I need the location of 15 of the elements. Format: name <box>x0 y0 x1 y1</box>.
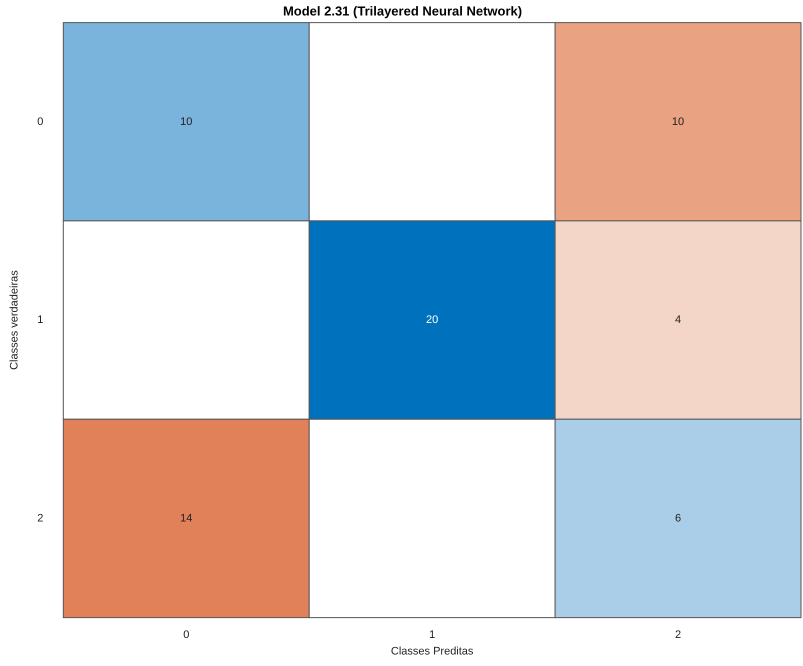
chart-title: Model 2.31 (Trilayered Neural Network) <box>282 3 522 18</box>
y-axis-title: Classes verdadeiras <box>8 270 21 370</box>
x-tick-label: 0 <box>183 629 190 642</box>
y-tick-label: 2 <box>37 512 44 524</box>
data-label: 10 <box>672 116 684 128</box>
y-tick-label: 1 <box>37 314 44 326</box>
y-tick-label: 0 <box>37 116 44 128</box>
data-label: 10 <box>180 116 192 128</box>
data-label: 20 <box>426 314 438 326</box>
data-label: 4 <box>674 314 682 326</box>
data-label: 6 <box>674 512 682 524</box>
x-axis-title: Classes Preditas <box>390 645 474 658</box>
x-tick-label: 1 <box>429 629 436 642</box>
x-tick-label: 2 <box>674 629 682 642</box>
data-label: 14 <box>180 512 192 524</box>
